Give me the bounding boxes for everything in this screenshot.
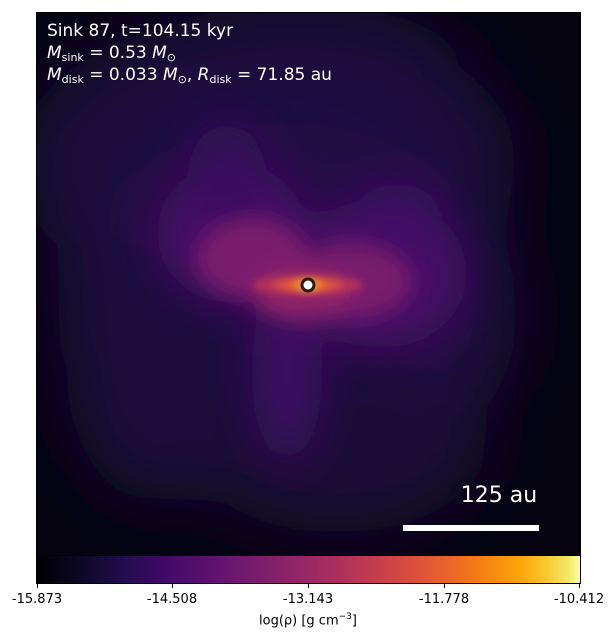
sink-mass-line: Msink = 0.53 M⊙ (47, 43, 177, 64)
scalebar-label: 125 au (460, 483, 538, 508)
colorbar (36, 555, 581, 584)
colorbar-tick (37, 583, 38, 588)
colorbar-label: log(ρ) [g cm−3] (259, 612, 357, 629)
colorbar-tick-label: -10.412 (553, 592, 605, 607)
disk-line: Mdisk = 0.033 M⊙, Rdisk = 71.85 au (47, 65, 332, 86)
density-render (37, 13, 580, 556)
colorbar-tick-label: -14.508 (146, 592, 198, 607)
colorbar-tick-label: -13.143 (282, 592, 334, 607)
colorbar-tick (444, 583, 445, 588)
scalebar-line (403, 525, 539, 531)
colorbar-tick (172, 583, 173, 588)
density-map: Sink 87, t=104.15 kyr Msink = 0.53 M⊙ Md… (36, 12, 581, 557)
colorbar-tick-label: -11.778 (418, 592, 470, 607)
sink-title: Sink 87, t=104.15 kyr (47, 21, 234, 41)
sink-marker (300, 277, 316, 293)
colorbar-tick (308, 583, 309, 588)
colorbar-tick-label: -15.873 (11, 592, 63, 607)
colorbar-tick (579, 583, 580, 588)
